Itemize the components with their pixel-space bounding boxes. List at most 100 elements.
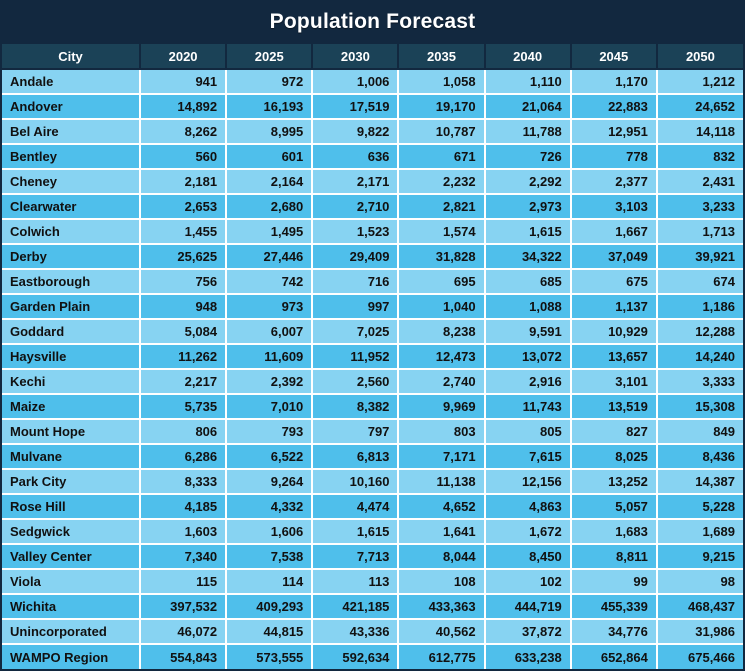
cell-city: Mount Hope — [2, 419, 141, 445]
cell-city: Garden Plain — [2, 294, 141, 320]
cell-value-2030: 592,634 — [312, 644, 400, 669]
table-row: Garden Plain 948 973 997 1,040 1,088 1,137 1,18… — [2, 294, 743, 320]
cell-value-2030: 29,409 — [312, 244, 400, 270]
cell-value-2025: 8,995 — [226, 119, 314, 145]
cell-value-2020: 397,532 — [140, 594, 228, 620]
cell-value-2050: 675,466 — [656, 644, 743, 669]
cell-value-2035: 10,787 — [398, 119, 486, 145]
cell-city: Bel Aire — [2, 119, 141, 145]
cell-value-2050: 1,186 — [656, 294, 743, 320]
cell-value-2030: 421,185 — [312, 594, 400, 620]
cell-value-2050: 1,713 — [656, 219, 743, 245]
cell-value-2035: 671 — [398, 144, 486, 170]
cell-value-2035: 7,171 — [398, 444, 486, 470]
cell-value-2020: 756 — [140, 269, 228, 295]
cell-value-2025: 1,606 — [226, 519, 314, 545]
cell-city: Goddard — [2, 319, 141, 345]
cell-value-2025: 573,555 — [226, 644, 314, 669]
cell-value-2050: 31,986 — [656, 619, 743, 645]
cell-city: Colwich — [2, 219, 141, 245]
cell-value-2035: 11,138 — [398, 469, 486, 495]
cell-value-2035: 2,232 — [398, 169, 486, 195]
table-row: Haysville 11,262 11,609 11,952 12,473 13,072 1… — [2, 344, 743, 370]
cell-value-2040: 12,156 — [484, 469, 572, 495]
cell-value-2040: 726 — [484, 144, 572, 170]
title-bar: Population Forecast — [0, 0, 745, 44]
cell-value-2030: 1,523 — [312, 219, 400, 245]
cell-city: Andover — [2, 94, 141, 120]
column-header-2040: 2040 — [484, 44, 572, 70]
cell-value-2035: 695 — [398, 269, 486, 295]
cell-value-2030: 1,006 — [312, 69, 400, 95]
cell-city: Park City — [2, 469, 141, 495]
cell-value-2045: 827 — [570, 419, 658, 445]
cell-value-2045: 2,377 — [570, 169, 658, 195]
cell-value-2045: 10,929 — [570, 319, 658, 345]
cell-value-2035: 8,044 — [398, 544, 486, 570]
cell-value-2045: 5,057 — [570, 494, 658, 520]
cell-value-2050: 9,215 — [656, 544, 743, 570]
cell-value-2045: 13,657 — [570, 344, 658, 370]
cell-value-2020: 806 — [140, 419, 228, 445]
cell-value-2040: 1,088 — [484, 294, 572, 320]
cell-value-2025: 973 — [226, 294, 314, 320]
cell-value-2030: 2,560 — [312, 369, 400, 395]
cell-value-2040: 2,916 — [484, 369, 572, 395]
cell-value-2025: 409,293 — [226, 594, 314, 620]
header-row: City 2020 2025 2030 2035 2040 2045 2050 — [2, 44, 743, 70]
cell-value-2035: 31,828 — [398, 244, 486, 270]
cell-value-2040: 11,743 — [484, 394, 572, 420]
cell-value-2040: 4,863 — [484, 494, 572, 520]
cell-value-2020: 2,217 — [140, 369, 228, 395]
cell-value-2050: 12,288 — [656, 319, 743, 345]
table-row: Eastborough 756 742 716 695 685 675 674 — [2, 269, 743, 295]
cell-value-2025: 2,680 — [226, 194, 314, 220]
cell-value-2025: 601 — [226, 144, 314, 170]
cell-city: Viola — [2, 569, 141, 595]
cell-value-2045: 3,103 — [570, 194, 658, 220]
cell-value-2020: 46,072 — [140, 619, 228, 645]
cell-value-2020: 1,455 — [140, 219, 228, 245]
cell-value-2045: 3,101 — [570, 369, 658, 395]
cell-value-2040: 7,615 — [484, 444, 572, 470]
cell-value-2040: 1,672 — [484, 519, 572, 545]
column-header-2045: 2045 — [570, 44, 658, 70]
cell-value-2030: 17,519 — [312, 94, 400, 120]
cell-value-2050: 14,118 — [656, 119, 743, 145]
cell-value-2025: 27,446 — [226, 244, 314, 270]
cell-city: Rose Hill — [2, 494, 141, 520]
cell-value-2020: 25,625 — [140, 244, 228, 270]
cell-value-2020: 8,333 — [140, 469, 228, 495]
cell-city: Kechi — [2, 369, 141, 395]
cell-city: Clearwater — [2, 194, 141, 220]
cell-value-2030: 7,025 — [312, 319, 400, 345]
table-row: Valley Center 7,340 7,538 7,713 8,044 8,450 8,… — [2, 544, 743, 570]
cell-value-2030: 997 — [312, 294, 400, 320]
cell-value-2045: 34,776 — [570, 619, 658, 645]
table-row: Colwich 1,455 1,495 1,523 1,574 1,615 1,667 1,7… — [2, 219, 743, 245]
cell-city: Wichita — [2, 594, 141, 620]
cell-value-2035: 8,238 — [398, 319, 486, 345]
population-forecast-table: City 2020 2025 2030 2035 2040 2045 2050 … — [2, 44, 743, 669]
cell-value-2045: 99 — [570, 569, 658, 595]
cell-value-2035: 9,969 — [398, 394, 486, 420]
cell-value-2050: 8,436 — [656, 444, 743, 470]
column-header-city: City — [2, 44, 141, 70]
cell-value-2035: 12,473 — [398, 344, 486, 370]
table-row: Mulvane 6,286 6,522 6,813 7,171 7,615 8,025 8,4… — [2, 444, 743, 470]
cell-value-2025: 4,332 — [226, 494, 314, 520]
cell-value-2030: 9,822 — [312, 119, 400, 145]
cell-value-2030: 4,474 — [312, 494, 400, 520]
cell-value-2045: 13,519 — [570, 394, 658, 420]
cell-city: WAMPO Region — [2, 644, 141, 669]
cell-value-2045: 675 — [570, 269, 658, 295]
cell-value-2025: 742 — [226, 269, 314, 295]
table-row: Rose Hill 4,185 4,332 4,474 4,652 4,863 5,057 5… — [2, 494, 743, 520]
table-row: Goddard 5,084 6,007 7,025 8,238 9,591 10,929 12… — [2, 319, 743, 345]
cell-value-2020: 941 — [140, 69, 228, 95]
cell-value-2045: 455,339 — [570, 594, 658, 620]
cell-value-2025: 1,495 — [226, 219, 314, 245]
table-row: Bentley 560 601 636 671 726 778 832 — [2, 144, 743, 170]
cell-value-2040: 805 — [484, 419, 572, 445]
table-row: Maize 5,735 7,010 8,382 9,969 11,743 13,519 15,… — [2, 394, 743, 420]
